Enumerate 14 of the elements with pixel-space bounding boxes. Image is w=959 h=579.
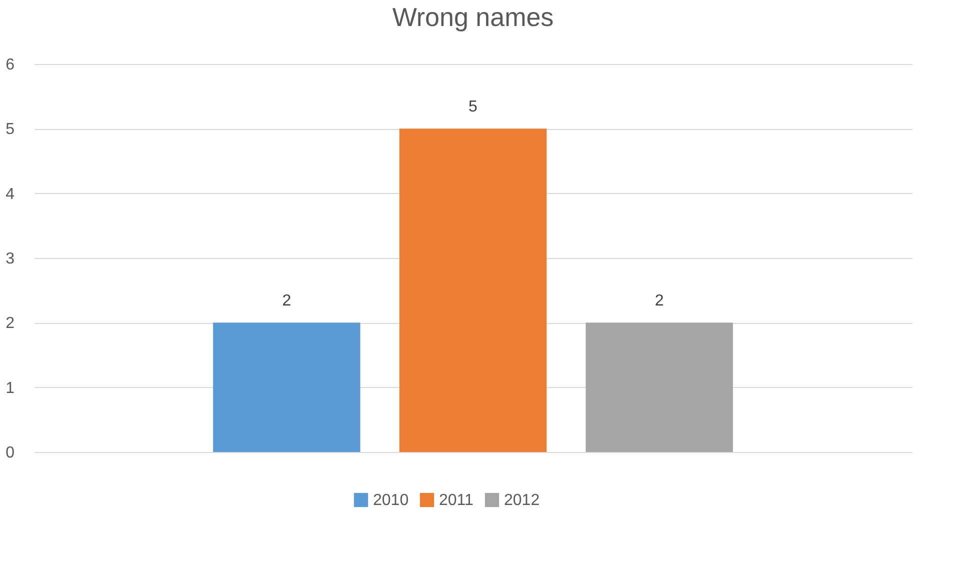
y-tick-label: 3 [6,250,15,268]
y-tick-label: 4 [6,186,15,203]
data-label: 5 [468,98,478,116]
data-label: 2 [282,292,292,310]
legend-label: 2010 [373,492,409,509]
y-tick-label: 0 [6,444,15,462]
y-tick-label: 6 [6,56,15,74]
y-tick-label: 1 [6,380,15,397]
data-label: 2 [654,292,664,310]
y-tick-label: 2 [6,315,15,332]
chart-title: Wrong names [392,2,554,32]
legend-label: 2012 [504,492,540,509]
legend-label: 2011 [439,492,474,509]
y-tick-label: 5 [6,121,15,138]
